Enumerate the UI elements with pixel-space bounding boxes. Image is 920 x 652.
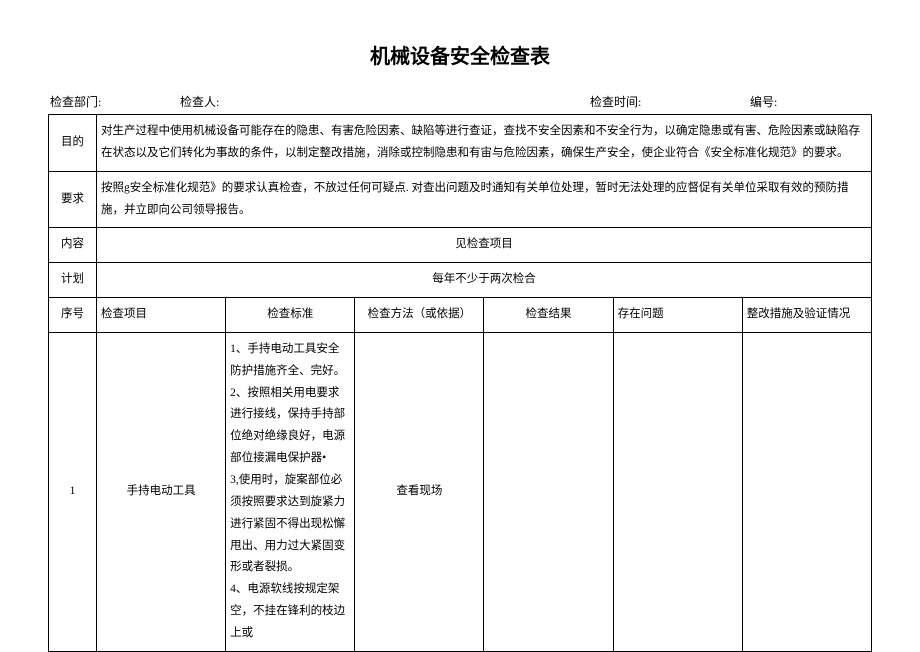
inspection-table: 目的 对生产过程中使用机械设备可能存在的隐患、有害危险因素、缺陷等进行查证，查找… [48,114,872,652]
table-row: 1 手持电动工具 1、手持电动工具安全防护措施齐全、完好。2、按照相关用电要求进… [49,332,872,651]
purpose-row: 目的 对生产过程中使用机械设备可能存在的隐患、有害危险因素、缺陷等进行查证，查找… [49,115,872,172]
requirement-label: 要求 [49,171,97,228]
requirement-row: 要求 按照g安全标准化规范》的要求认真检查，不放过任何可疑点. 对查出问题及时通… [49,171,872,228]
content-text: 见检查项目 [97,228,872,263]
col-result: 检查结果 [484,298,613,333]
plan-text: 每年不少于两次检合 [97,263,872,298]
cell-result [484,332,613,651]
purpose-text: 对生产过程中使用机械设备可能存在的隐患、有害危险因素、缺陷等进行查证，查找不安全… [97,115,872,172]
field-time-label: 检查时间: [590,93,750,110]
col-standard: 检查标准 [226,298,355,333]
field-inspector-label: 检查人: [180,93,590,110]
plan-label: 计划 [49,263,97,298]
column-header-row: 序号 检查项目 检查标准 检查方法（或依据） 检查结果 存在问题 整改措施及验证… [49,298,872,333]
col-seq: 序号 [49,298,97,333]
col-item: 检查项目 [97,298,226,333]
header-fields-row: 检查部门: 检查人: 检查时间: 编号: [48,93,872,110]
col-problem: 存在问题 [613,298,742,333]
cell-seq: 1 [49,332,97,651]
col-rectify: 整改措施及验证情况 [742,298,871,333]
field-number-label: 编号: [750,93,870,110]
content-row: 内容 见检查项目 [49,228,872,263]
cell-method: 查看现场 [355,332,484,651]
plan-row: 计划 每年不少于两次检合 [49,263,872,298]
purpose-label: 目的 [49,115,97,172]
cell-standard: 1、手持电动工具安全防护措施齐全、完好。2、按照相关用电要求进行接线，保持手持部… [226,332,355,651]
requirement-text: 按照g安全标准化规范》的要求认真检查，不放过任何可疑点. 对查出问题及时通知有关… [97,171,872,228]
col-method: 检查方法（或依据） [355,298,484,333]
cell-item: 手持电动工具 [97,332,226,651]
cell-rectify [742,332,871,651]
field-department-label: 检查部门: [50,93,180,110]
content-label: 内容 [49,228,97,263]
cell-problem [613,332,742,651]
document-title: 机械设备安全检查表 [48,40,872,69]
